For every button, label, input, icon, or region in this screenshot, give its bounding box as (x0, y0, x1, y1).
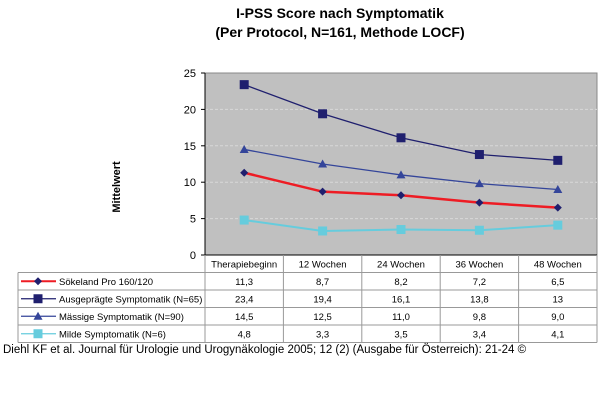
data-table-cell: 13,8 (470, 294, 489, 305)
data-point (239, 80, 249, 90)
data-point (239, 215, 249, 225)
y-tick-label: 10 (184, 177, 196, 189)
data-table-cell: 9,8 (473, 312, 486, 323)
data-table-cell: 13 (553, 294, 564, 305)
data-table-cell: 11,0 (392, 312, 410, 323)
data-table-cell: 3,5 (394, 329, 407, 340)
y-tick-label: 25 (184, 68, 196, 80)
x-category-label: 48 Wochen (534, 260, 582, 271)
legend-label: Milde Symptomatik (N=6) (59, 329, 166, 340)
data-point (318, 187, 327, 196)
x-category-label: Therapiebeginn (211, 260, 277, 271)
data-point (33, 294, 43, 304)
data-table-cell: 14,5 (235, 312, 254, 323)
data-point (474, 225, 484, 235)
legend-label: Ausgeprägte Symptomatik (N=65) (59, 294, 202, 305)
data-table-cell: 4,1 (551, 329, 564, 340)
data-point (318, 109, 328, 119)
data-table-cell: 12,5 (313, 312, 332, 323)
data-point (396, 133, 406, 143)
data-table-cell: 8,2 (394, 277, 407, 288)
data-point (475, 198, 484, 207)
data-table-cell: 11,3 (235, 277, 253, 288)
data-point (396, 225, 406, 235)
data-table-cell: 23,4 (235, 294, 254, 305)
data-table-cell: 8,7 (316, 277, 329, 288)
legend-label: Sökeland Pro 160/120 (59, 277, 153, 288)
data-table-cell: 4,8 (238, 329, 251, 340)
data-table-cell: 3,4 (473, 329, 486, 340)
data-point (553, 203, 562, 212)
data-table-cell: 6,5 (551, 277, 564, 288)
citation: Diehl KF et al. Journal für Urologie und… (3, 344, 527, 356)
data-table-cell: 19,4 (313, 294, 332, 305)
chart-title: I-PSS Score nach Symptomatik (236, 5, 444, 21)
data-table-cell: 16,1 (392, 294, 411, 305)
chart-subtitle: (Per Protocol, N=161, Methode LOCF) (215, 24, 464, 40)
y-tick-label: 5 (190, 214, 196, 226)
x-category-label: 36 Wochen (455, 260, 503, 271)
legend-label: Mässige Symptomatik (N=90) (59, 312, 184, 323)
data-point (553, 220, 563, 230)
data-point (33, 311, 43, 320)
x-category-label: 24 Wochen (377, 260, 425, 271)
data-table-cell: 7,2 (473, 277, 486, 288)
data-point (553, 155, 563, 165)
data-point (474, 150, 484, 160)
data-point (318, 159, 328, 168)
data-point (397, 191, 405, 200)
data-table-cell: 9,0 (551, 312, 564, 323)
y-axis-label: Mittelwert (111, 161, 123, 213)
data-point (318, 226, 328, 236)
data-point (240, 168, 249, 177)
x-category-label: 12 Wochen (299, 260, 347, 271)
data-point (239, 144, 249, 153)
data-point (33, 329, 43, 339)
data-point (553, 184, 563, 193)
y-tick-label: 15 (184, 141, 196, 153)
y-tick-label: 20 (184, 104, 196, 116)
data-table-cell: 3,3 (316, 329, 329, 340)
data-point (474, 179, 484, 188)
data-point (34, 277, 42, 286)
y-tick-label: 0 (190, 250, 196, 262)
data-point (396, 170, 406, 179)
